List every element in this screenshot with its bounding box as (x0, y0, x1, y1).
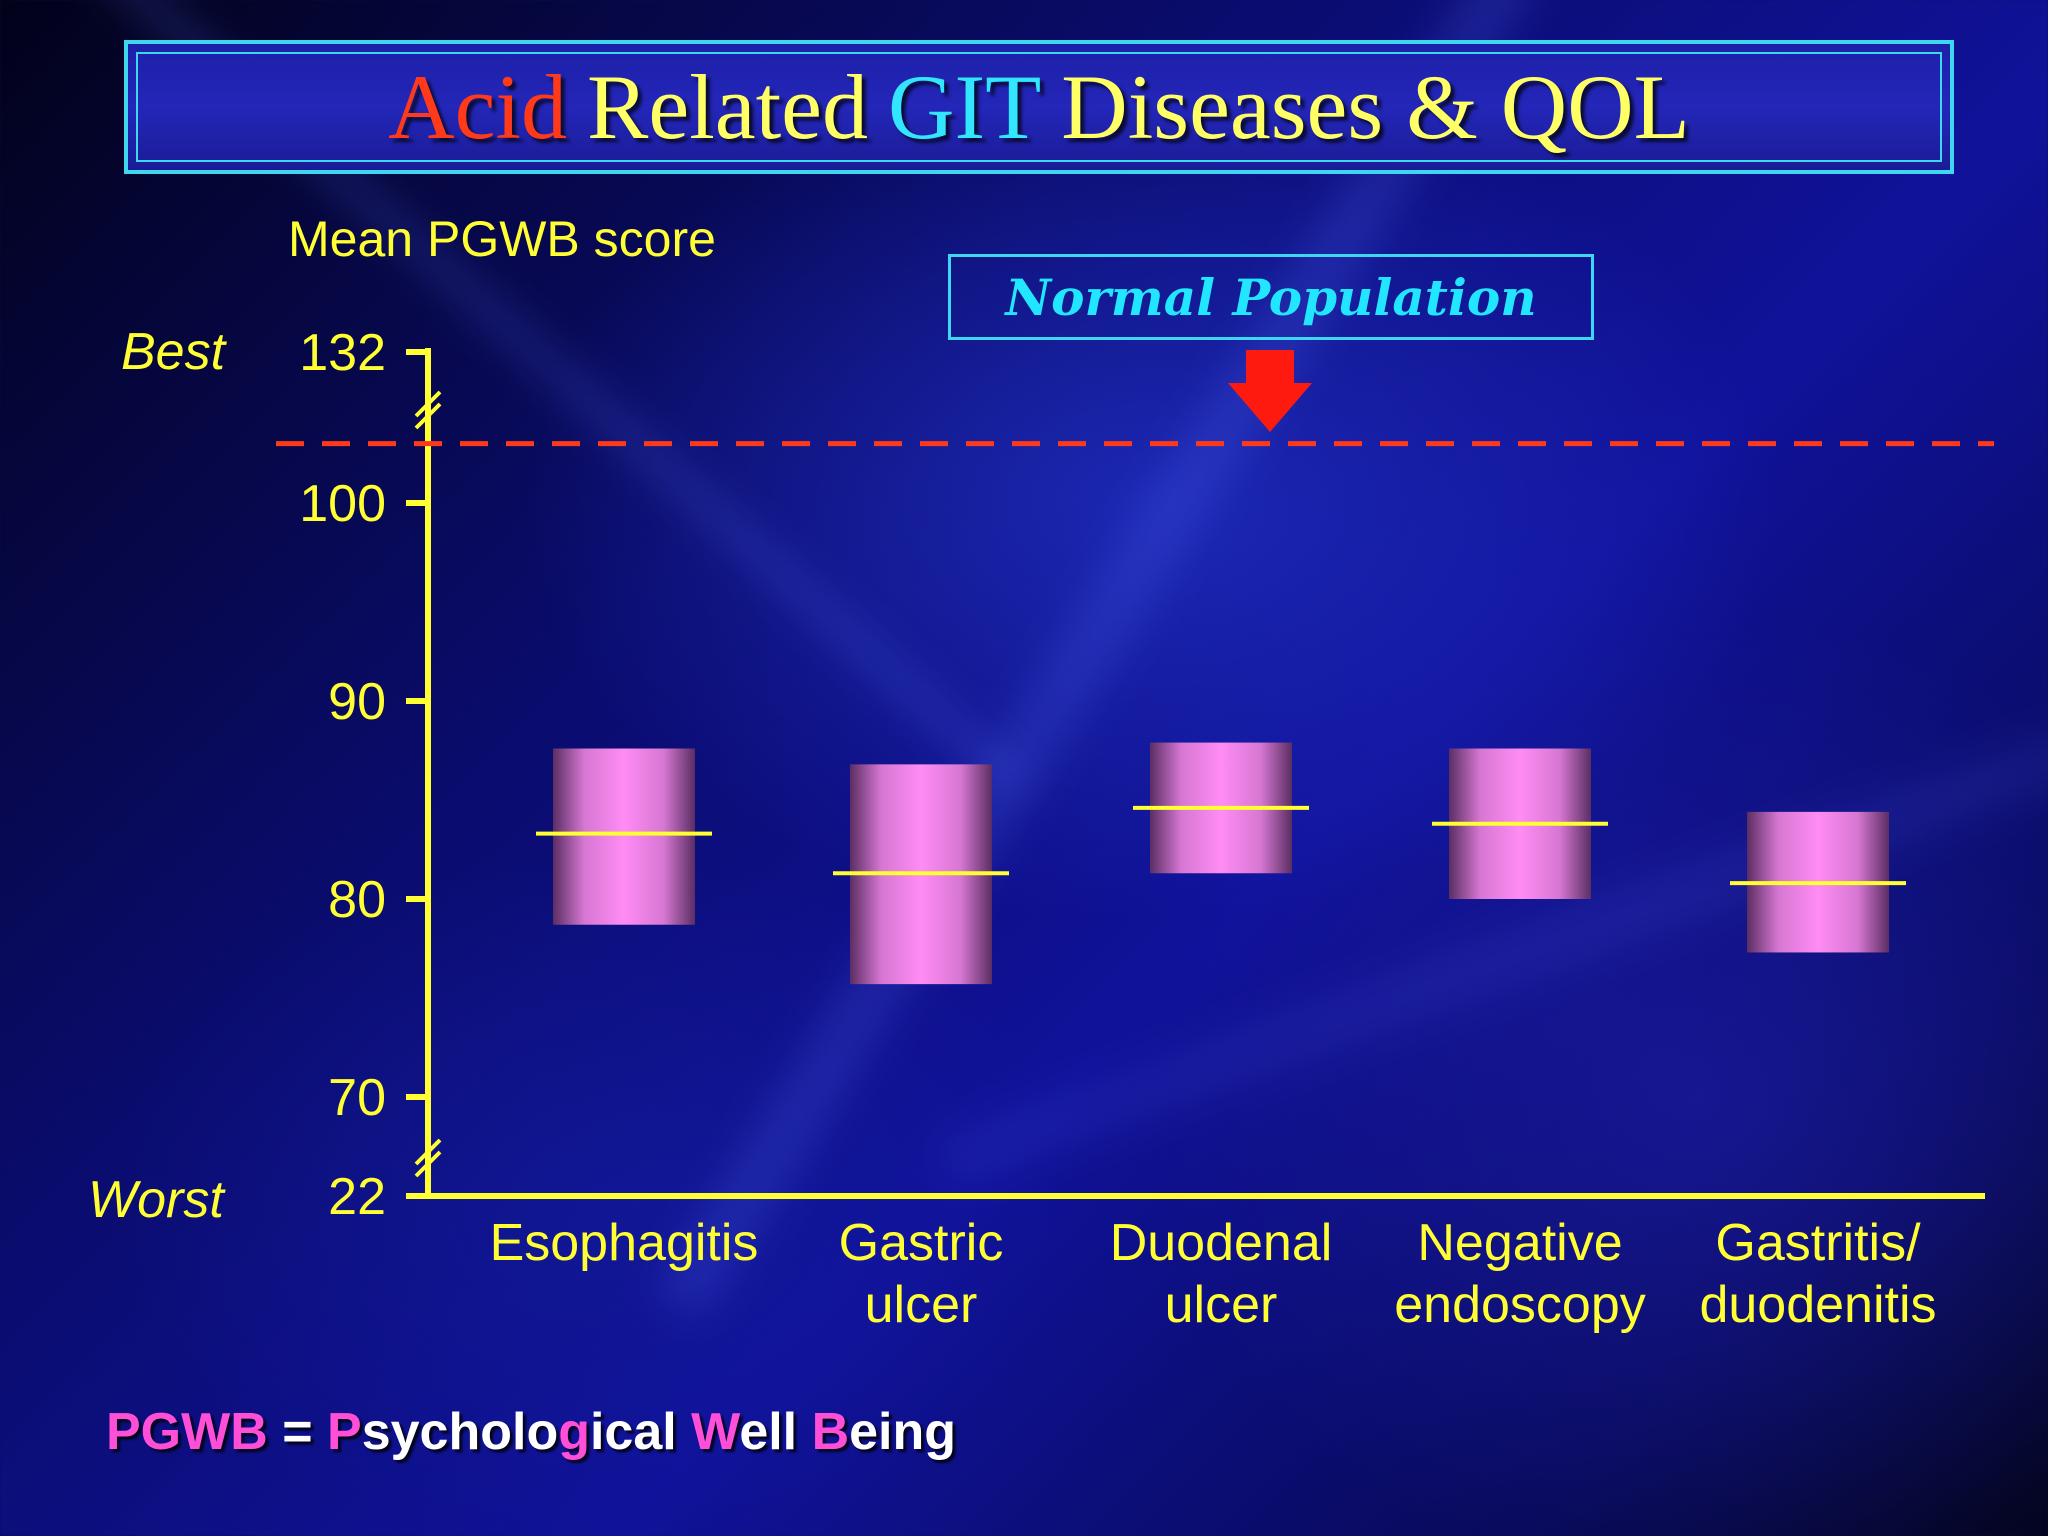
range-box (553, 748, 695, 925)
y-axis-label: Mean PGWB score (288, 211, 716, 267)
footnote-part: W (691, 1403, 740, 1461)
title-part-related: Related (587, 56, 868, 158)
normal-population-arrow (1228, 350, 1312, 432)
footnote-part: B (811, 1403, 850, 1461)
category-label: Duodenal (1110, 1214, 1333, 1272)
worst-label: Worst (88, 1171, 224, 1229)
axis-break-mark (414, 402, 442, 430)
title-part-git: GIT (888, 56, 1042, 158)
footnote-part: sycholo (361, 1403, 559, 1461)
footnote-part: ical (589, 1403, 692, 1461)
y-tick-label: 100 (299, 475, 386, 533)
category-label: Negative (1417, 1214, 1622, 1272)
footnote: PGWB = Psychological Well Being (106, 1402, 956, 1462)
category-label: endoscopy (1394, 1276, 1646, 1334)
category-label: Gastric (839, 1214, 1004, 1272)
slide-title-box: Acid Related GIT Diseases & QOL (124, 40, 1954, 174)
y-tick-label: 132 (299, 324, 386, 382)
category-label: ulcer (1165, 1276, 1278, 1334)
footnote-part: = (267, 1403, 328, 1461)
footnote-part: eing (849, 1403, 957, 1461)
category-label: ulcer (865, 1276, 978, 1334)
axis-break-mark (414, 390, 442, 418)
category-label: duodenitis (1699, 1276, 1936, 1334)
slide-title: Acid Related GIT Diseases & QOL (136, 52, 1942, 162)
y-tick-label: 70 (328, 1069, 386, 1127)
category-label: Gastritis/ (1715, 1214, 1921, 1272)
best-label: Best (121, 323, 226, 381)
footnote-part: P (327, 1403, 362, 1461)
y-tick-label: 22 (328, 1168, 386, 1226)
footnote-part: PGWB (106, 1403, 268, 1461)
footnote-part: ell (739, 1403, 812, 1461)
title-part-diseases-qol: Diseases & QOL (1061, 56, 1690, 158)
title-part-acid: Acid (388, 56, 567, 158)
normal-population-label: Normal Population (948, 254, 1594, 340)
category-label: Esophagitis (490, 1214, 759, 1272)
axis-break-mark (414, 1150, 442, 1178)
y-tick-label: 80 (328, 871, 386, 929)
y-tick-label: 90 (328, 673, 386, 731)
footnote-part: g (558, 1403, 590, 1461)
axis-break-mark (414, 1138, 442, 1166)
